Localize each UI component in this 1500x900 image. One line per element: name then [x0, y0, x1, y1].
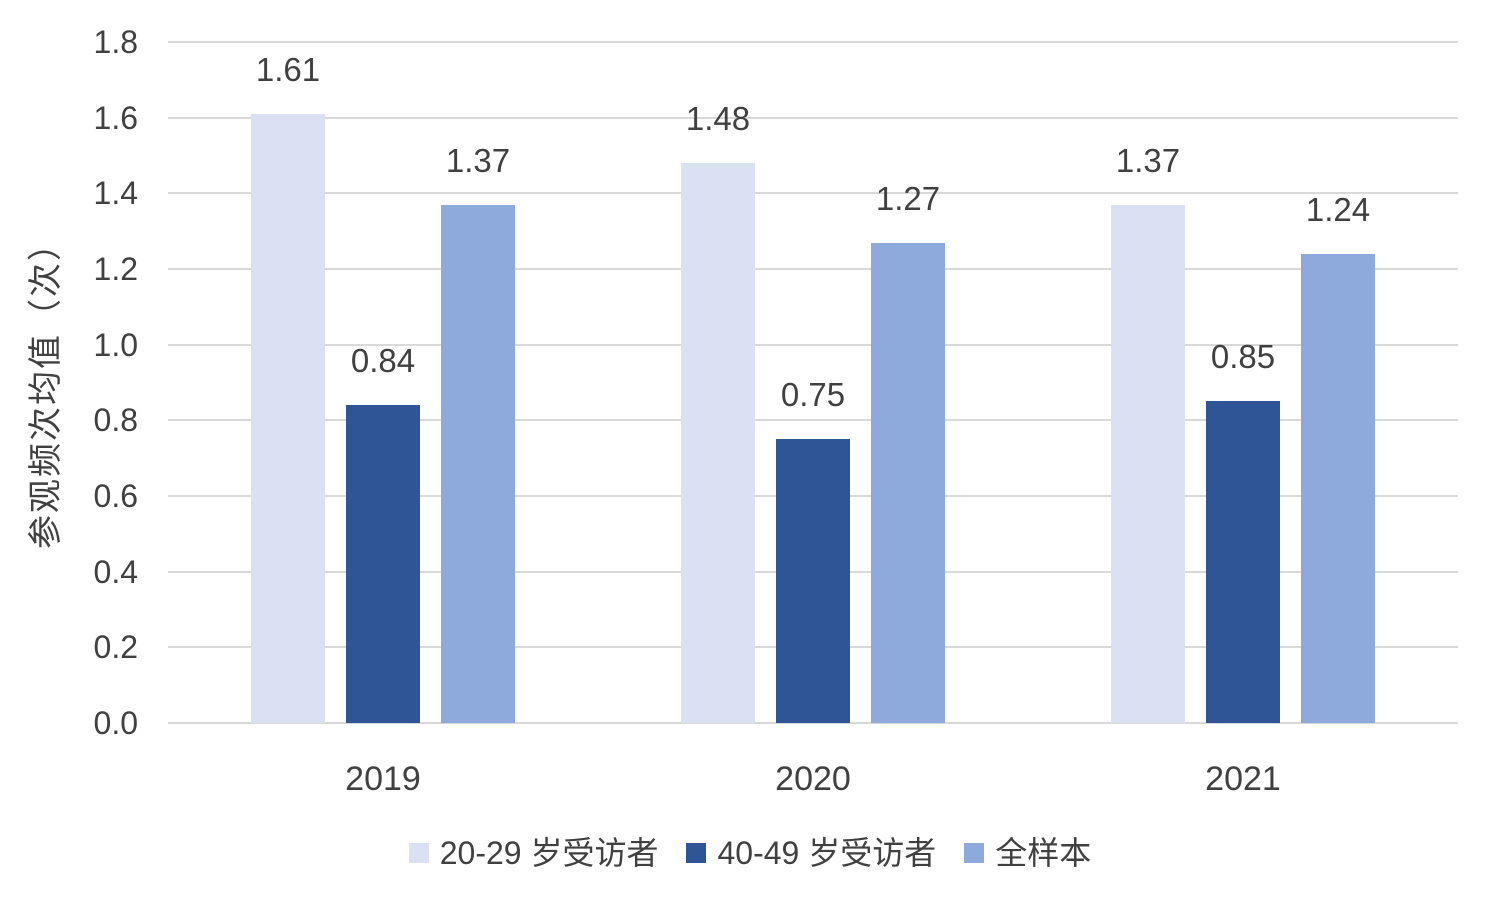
gridline [168, 343, 1458, 346]
legend-swatch [686, 843, 707, 863]
gridline [168, 116, 1458, 119]
legend-item: 40-49 岁受访者 [686, 833, 936, 873]
x-tick-label: 2021 [1205, 760, 1281, 798]
legend-swatch [408, 843, 429, 863]
legend-item: 全样本 [964, 833, 1091, 873]
gridline [168, 192, 1458, 195]
bar-value-label: 1.37 [445, 141, 511, 179]
legend-label: 全样本 [995, 835, 1092, 871]
bar [1206, 401, 1280, 723]
bar [346, 405, 420, 723]
bar-value-label: 0.84 [350, 342, 416, 380]
bar-value-label: 1.48 [685, 100, 751, 138]
gridline [168, 268, 1458, 270]
bar [776, 439, 850, 723]
y-tick-label: 1.0 [93, 326, 138, 363]
bar [681, 163, 755, 723]
bar-value-label: 0.75 [780, 376, 846, 414]
legend-swatch [964, 843, 985, 863]
plot-area: 0.0 0.2 0.4 0.6 0.8 1.0 1.2 1.4 1.6 1.8 1.61 0.84 1.… [94, 24, 1458, 798]
gridline [168, 41, 1458, 43]
x-tick-label: 2020 [775, 760, 851, 798]
y-tick-label: 0.6 [93, 478, 138, 514]
gridline [168, 722, 1458, 724]
y-tick-label: 1.6 [93, 99, 138, 136]
bar-value-label: 1.61 [255, 50, 321, 88]
legend: 20-29 岁受访者 40-49 岁受访者 全样本 [0, 833, 1500, 873]
bar-value-label: 1.37 [1115, 141, 1181, 179]
bar-value-label: 1.27 [875, 179, 941, 217]
legend-label: 20-29 岁受访者 [439, 835, 659, 871]
bar [251, 113, 325, 723]
bar [871, 242, 945, 723]
bar-value-label: 0.85 [1210, 338, 1276, 376]
x-tick-label: 2019 [345, 760, 421, 798]
bar [441, 204, 515, 723]
y-tick-label: 0.0 [93, 705, 138, 741]
y-tick-label: 1.4 [93, 175, 138, 212]
y-tick-label: 0.4 [93, 553, 138, 590]
legend-label: 40-49 岁受访者 [717, 835, 937, 871]
bar [1301, 253, 1375, 723]
y-tick-label: 1.8 [93, 24, 138, 60]
y-tick-label: 0.2 [93, 629, 138, 666]
y-tick-label: 1.2 [93, 251, 138, 287]
y-tick-label: 0.8 [93, 402, 138, 439]
bar-value-label: 1.24 [1305, 190, 1371, 228]
legend-item: 20-29 岁受访者 [408, 833, 659, 873]
gridline [168, 419, 1458, 422]
bar [1111, 204, 1185, 723]
